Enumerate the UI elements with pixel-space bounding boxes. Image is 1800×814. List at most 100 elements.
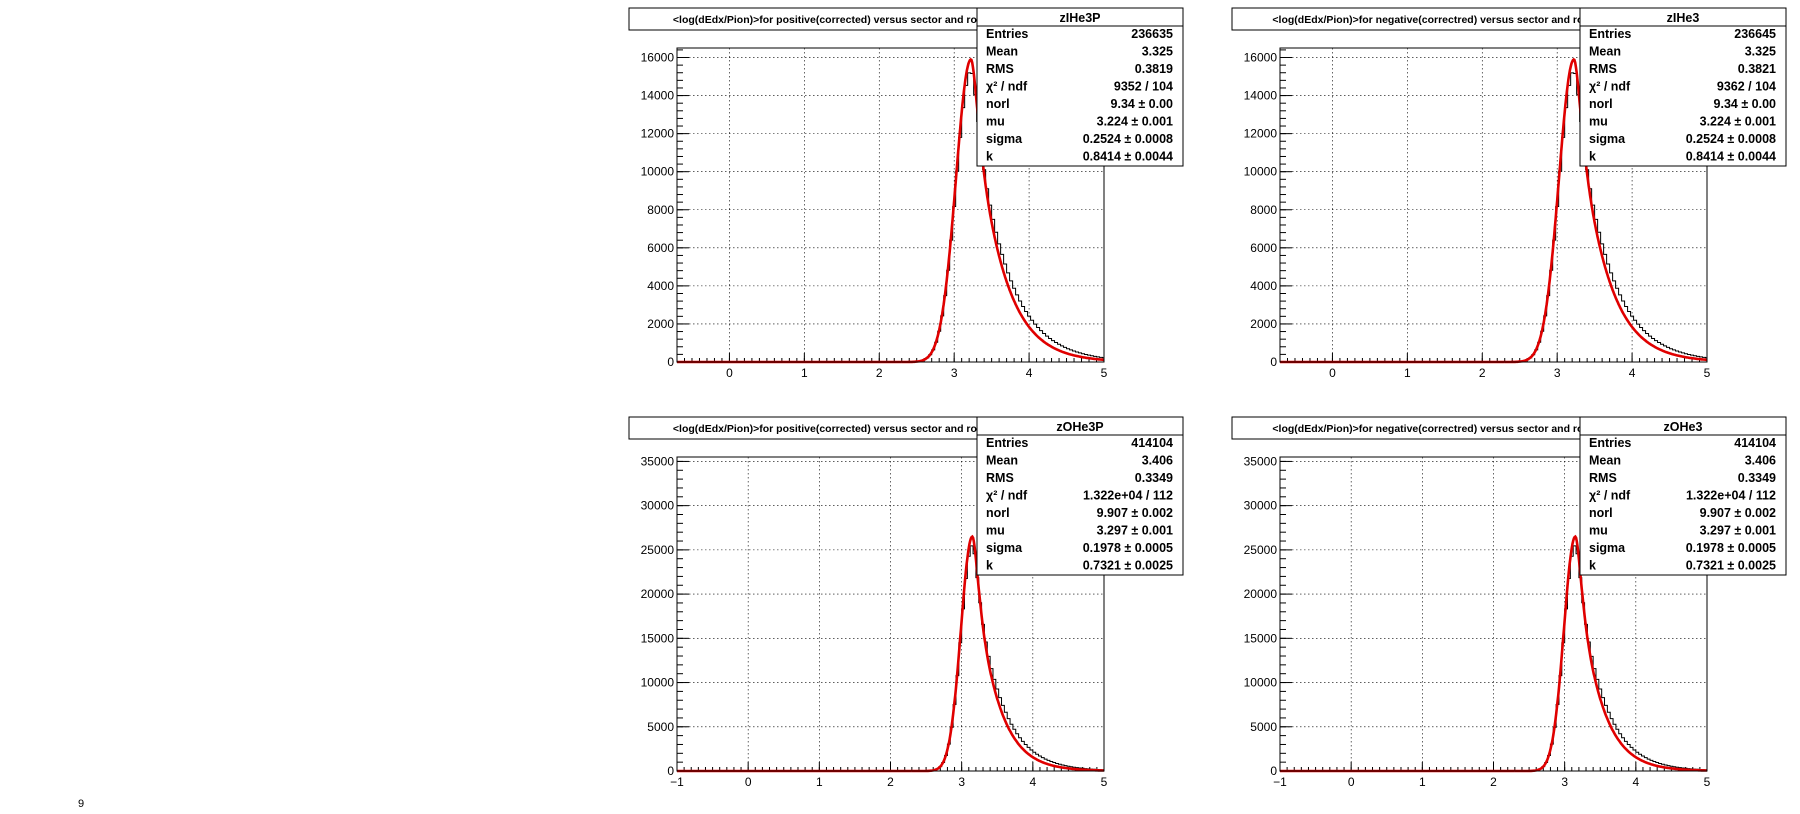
- stats-label: χ² / ndf: [986, 489, 1028, 503]
- stats-label: k: [1589, 150, 1596, 164]
- stats-label: norl: [986, 506, 1010, 520]
- y-tick-label: 10000: [1244, 165, 1278, 179]
- x-tick-label: −1: [1273, 775, 1287, 789]
- stats-label: k: [1589, 559, 1596, 573]
- fit-curve: [911, 534, 1104, 773]
- stats-value: 0.3821: [1738, 62, 1776, 76]
- stats-label: k: [986, 559, 993, 573]
- x-tick-label: 0: [1329, 366, 1336, 380]
- y-tick-label: 16000: [641, 51, 675, 65]
- stats-value: 1.322e+04 / 112: [1686, 489, 1776, 503]
- stats-label: mu: [1589, 115, 1608, 129]
- stats-label: Entries: [986, 436, 1028, 450]
- x-tick-label: 5: [1101, 366, 1108, 380]
- stats-value: 0.1978 ± 0.0005: [1083, 541, 1173, 555]
- x-tick-label: 3: [951, 366, 958, 380]
- x-tick-label: 4: [1026, 366, 1033, 380]
- stats-label: mu: [1589, 524, 1608, 538]
- stats-value: 0.7321 ± 0.0025: [1083, 559, 1173, 573]
- y-tick-label: 10000: [641, 676, 675, 690]
- stats-label: sigma: [986, 541, 1023, 555]
- x-tick-label: 5: [1101, 775, 1108, 789]
- stats-name: zIHe3: [1667, 11, 1700, 25]
- stats-value: 3.406: [1142, 454, 1173, 468]
- stats-value: 3.325: [1745, 45, 1776, 59]
- y-tick-label: 20000: [1244, 587, 1278, 601]
- plot-title: <log(dEdx/Pion)>for negative(correctred)…: [1272, 14, 1592, 26]
- y-tick-label: 6000: [1250, 241, 1277, 255]
- plot-title: <log(dEdx/Pion)>for negative(correctred)…: [1272, 423, 1592, 435]
- x-tick-label: 3: [1561, 775, 1568, 789]
- y-tick-label: 14000: [1244, 89, 1278, 103]
- stats-value: 0.2524 ± 0.0008: [1686, 132, 1776, 146]
- y-tick-label: 0: [667, 355, 674, 369]
- x-tick-label: 0: [745, 775, 752, 789]
- stats-value: 0.2524 ± 0.0008: [1083, 132, 1173, 146]
- stats-label: sigma: [986, 132, 1023, 146]
- stats-value: 9.34 ± 0.00: [1111, 97, 1174, 111]
- stats-value: 0.3349: [1738, 471, 1776, 485]
- plot-pad-zOHe3P: −1 0 1 2 3 4 5 0 5000 10000 15000 20000 25000 30000 35…: [625, 415, 1185, 789]
- y-tick-label: 15000: [1244, 631, 1278, 645]
- corner-mark: 9: [78, 798, 85, 810]
- y-tick-label: 25000: [641, 543, 675, 557]
- stats-label: sigma: [1589, 541, 1626, 555]
- stats-value: 3.224 ± 0.001: [1700, 115, 1776, 129]
- histogram-zIHe3: 0 1 2 3 4 5 0 2000 4000 6000 8000 10000 12000 14000 16…: [1231, 7, 1787, 380]
- x-tick-label: 4: [1629, 366, 1636, 380]
- stats-value: 9.907 ± 0.002: [1700, 506, 1776, 520]
- plot-pad-zIHe3: 0 1 2 3 4 5 0 2000 4000 6000 8000 10000 12000 14000 16…: [1228, 6, 1788, 380]
- stats-box: [976, 7, 1184, 167]
- stats-label: Entries: [986, 27, 1028, 41]
- y-tick-label: 5000: [1250, 720, 1277, 734]
- stats-value: 0.8414 ± 0.0044: [1686, 150, 1776, 164]
- y-tick-label: 4000: [1250, 279, 1277, 293]
- histogram-zOHe3P: −1 0 1 2 3 4 505000100001500020000250003000035…: [628, 416, 1184, 789]
- y-tick-label: 14000: [641, 89, 675, 103]
- y-tick-label: 4000: [647, 279, 674, 293]
- stats-value: 3.325: [1142, 45, 1173, 59]
- stats-value: 236635: [1131, 27, 1173, 41]
- x-tick-label: 3: [1554, 366, 1561, 380]
- stats-box: [1579, 7, 1787, 167]
- y-tick-label: 12000: [641, 127, 675, 141]
- stats-label: χ² / ndf: [986, 80, 1028, 94]
- y-tick-label: 35000: [1244, 454, 1278, 468]
- y-tick-label: 6000: [647, 241, 674, 255]
- stats-label: norl: [1589, 97, 1613, 111]
- stats-label: Mean: [986, 45, 1018, 59]
- y-tick-label: 25000: [1244, 543, 1278, 557]
- stats-value: 9.907 ± 0.002: [1097, 506, 1173, 520]
- stats-label: RMS: [1589, 62, 1617, 76]
- stats-label: Mean: [1589, 45, 1621, 59]
- y-tick-label: 12000: [1244, 127, 1278, 141]
- stats-box: [976, 416, 1184, 576]
- stats-value: 3.297 ± 0.001: [1097, 524, 1173, 538]
- stats-value: 9362 / 104: [1717, 80, 1776, 94]
- y-tick-label: 15000: [641, 631, 675, 645]
- stats-value: 9352 / 104: [1114, 80, 1173, 94]
- plot-frame: [676, 456, 1105, 772]
- fit-curve: [1514, 534, 1707, 773]
- y-tick-label: 0: [1270, 355, 1277, 369]
- stats-label: Mean: [986, 454, 1018, 468]
- y-tick-label: 8000: [647, 203, 674, 217]
- stats-value: 236645: [1734, 27, 1776, 41]
- x-tick-label: 3: [958, 775, 965, 789]
- stats-label: χ² / ndf: [1589, 80, 1631, 94]
- x-tick-label: 2: [1479, 366, 1486, 380]
- stats-label: k: [986, 150, 993, 164]
- stats-value: 3.224 ± 0.001: [1097, 115, 1173, 129]
- x-tick-label: 5: [1704, 366, 1711, 380]
- stats-value: 3.297 ± 0.001: [1700, 524, 1776, 538]
- plot-pad-zOHe3: −1 0 1 2 3 4 5 0 5000 10000 15000 20000 25000 30000 35…: [1228, 415, 1788, 789]
- y-tick-label: 10000: [1244, 676, 1278, 690]
- stats-value: 3.406: [1745, 454, 1776, 468]
- stats-label: RMS: [986, 62, 1014, 76]
- x-tick-label: 4: [1029, 775, 1036, 789]
- stats-value: 1.322e+04 / 112: [1083, 489, 1173, 503]
- y-tick-label: 2000: [647, 317, 674, 331]
- stats-label: mu: [986, 115, 1005, 129]
- stats-label: Mean: [1589, 454, 1621, 468]
- y-tick-label: 30000: [1244, 499, 1278, 513]
